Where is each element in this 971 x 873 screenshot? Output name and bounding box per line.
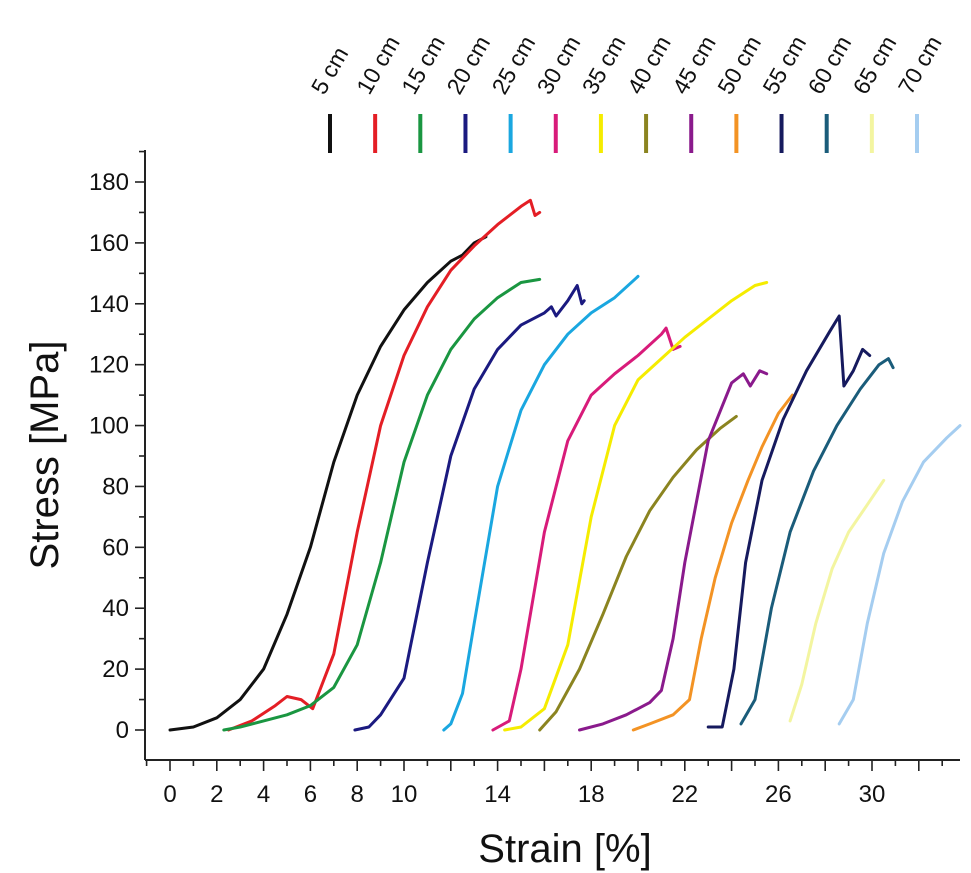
x-tick-label: 0 — [163, 781, 176, 808]
legend-label: 45 cm — [667, 31, 721, 98]
y-tick-label: 120 — [89, 352, 129, 379]
series-line-25-cm — [442, 274, 640, 732]
y-tick-label: 100 — [89, 413, 129, 440]
legend-label: 5 cm — [306, 42, 353, 98]
legend-label: 15 cm — [396, 31, 450, 98]
y-ticks: 0 20 40 60 80 100 120 140 160 180 — [89, 150, 145, 744]
legend-label: 60 cm — [803, 31, 857, 98]
legend-label: 55 cm — [757, 31, 811, 98]
x-tick-label: 4 — [257, 781, 270, 808]
y-tick-label: 40 — [102, 595, 129, 622]
legend-label: 25 cm — [486, 31, 540, 98]
series-line-35-cm — [503, 281, 769, 732]
legend-label: 70 cm — [893, 31, 947, 98]
x-tick-label: 2 — [210, 781, 223, 808]
series-line-65-cm — [788, 478, 886, 723]
y-tick-label: 20 — [102, 656, 129, 683]
legend-label: 40 cm — [622, 31, 676, 98]
series-line-60-cm — [739, 357, 895, 726]
series-line-50-cm — [631, 393, 794, 732]
legend-label: 50 cm — [712, 31, 766, 98]
y-axis-title: Stress [MPa] — [23, 341, 67, 570]
x-tick-label: 26 — [765, 781, 792, 808]
legend-label: 65 cm — [848, 31, 902, 98]
plot-area — [168, 198, 962, 732]
axes — [144, 150, 960, 761]
y-tick-label: 180 — [89, 169, 129, 196]
series-line-5-cm — [168, 235, 488, 732]
y-tick-label: 140 — [89, 291, 129, 318]
series-line-45-cm — [578, 369, 769, 732]
series-line-70-cm — [837, 424, 962, 726]
series-line-55-cm — [706, 314, 872, 729]
y-tick-label: 80 — [102, 473, 129, 500]
series-line-15-cm — [222, 277, 542, 732]
series-line-40-cm — [538, 414, 738, 732]
x-tick-label: 30 — [859, 781, 886, 808]
series-line-10-cm — [227, 198, 542, 732]
x-tick-label: 6 — [304, 781, 317, 808]
x-tick-label: 18 — [578, 781, 605, 808]
x-tick-label: 22 — [671, 781, 698, 808]
x-tick-label: 8 — [351, 781, 364, 808]
x-axis-title: Strain [%] — [478, 827, 651, 871]
legend-label: 10 cm — [351, 31, 405, 98]
legend-label: 30 cm — [532, 31, 586, 98]
x-ticks: 0 2 4 6 8 10 14 18 22 26 30 — [145, 760, 944, 808]
x-tick-label: 14 — [484, 781, 511, 808]
legend-label: 20 cm — [441, 31, 495, 98]
y-tick-label: 160 — [89, 230, 129, 257]
x-tick-label: 10 — [391, 781, 418, 808]
series-line-30-cm — [491, 326, 682, 732]
series-line-20-cm — [353, 284, 586, 732]
y-tick-label: 0 — [116, 717, 129, 744]
legend-label: 35 cm — [577, 31, 631, 98]
y-tick-label: 60 — [102, 534, 129, 561]
